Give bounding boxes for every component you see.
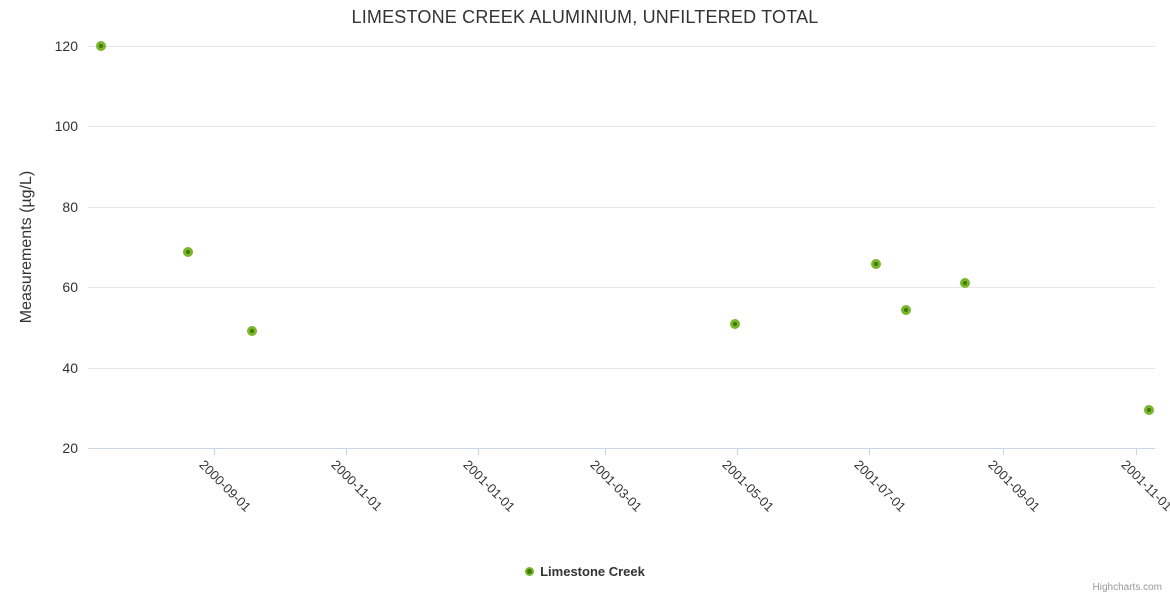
- data-point[interactable]: [1144, 405, 1154, 415]
- x-axis-tick: [1003, 449, 1004, 455]
- y-axis-label: 120: [54, 38, 78, 54]
- x-axis-line: [88, 448, 1155, 449]
- x-axis-label: 2001-07-01: [851, 457, 910, 515]
- data-point[interactable]: [183, 247, 193, 257]
- data-point[interactable]: [730, 319, 740, 329]
- x-axis-tick: [869, 449, 870, 455]
- x-axis-label: 2001-05-01: [719, 457, 778, 515]
- y-axis-title: Measurements (µg/L): [18, 170, 36, 324]
- y-gridline: [88, 287, 1155, 288]
- x-axis-label: 2000-11-01: [328, 457, 386, 514]
- data-point[interactable]: [96, 41, 106, 51]
- data-point[interactable]: [871, 259, 881, 269]
- y-axis-label: 20: [62, 440, 78, 456]
- legend-label: Limestone Creek: [540, 563, 645, 579]
- data-point[interactable]: [960, 278, 970, 288]
- x-axis-tick: [214, 449, 215, 455]
- x-axis-tick: [478, 449, 479, 455]
- x-axis-label: 2001-09-01: [985, 457, 1044, 515]
- highcharts-credit[interactable]: Highcharts.com: [1092, 582, 1162, 593]
- y-gridline: [88, 126, 1155, 127]
- y-axis-label: 80: [62, 199, 78, 215]
- x-axis-label: 2001-11-01: [1118, 457, 1170, 514]
- legend-item[interactable]: Limestone Creek: [0, 561, 1170, 581]
- y-gridline: [88, 368, 1155, 369]
- x-axis-tick: [1136, 449, 1137, 455]
- x-axis-label: 2001-01-01: [460, 457, 519, 515]
- y-axis-label: 60: [62, 279, 78, 295]
- x-axis-label: 2001-03-01: [587, 457, 646, 515]
- y-axis-label: 100: [54, 118, 78, 134]
- y-axis-label: 40: [62, 360, 78, 376]
- y-gridline: [88, 207, 1155, 208]
- data-point[interactable]: [247, 326, 257, 336]
- legend-marker-icon: [525, 566, 535, 576]
- data-point[interactable]: [901, 305, 911, 315]
- x-axis-label: 2000-09-01: [196, 457, 255, 515]
- chart-title: LIMESTONE CREEK ALUMINIUM, UNFILTERED TO…: [351, 7, 819, 27]
- x-axis-tick: [346, 449, 347, 455]
- y-gridline: [88, 46, 1155, 47]
- x-axis-tick: [737, 449, 738, 455]
- y-axis-title-wrap: Measurements (µg/L): [10, 46, 44, 448]
- x-axis-tick: [605, 449, 606, 455]
